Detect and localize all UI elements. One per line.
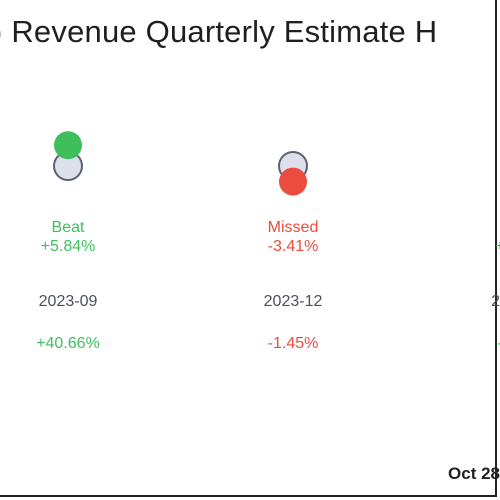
actual-point	[279, 167, 307, 196]
actual-markers	[54, 131, 307, 196]
change-label: -	[497, 335, 500, 352]
result-label: Beat	[52, 219, 85, 236]
labels: Beat +5.84% 2023-09 +40.66% Missed -3.41% 2023…	[36, 219, 500, 352]
surprise-label: +	[495, 238, 500, 255]
change-label: -1.45%	[268, 335, 319, 352]
footer-date: Oct 28	[448, 464, 500, 483]
surprise-label: -3.41%	[268, 238, 319, 255]
tick-label: 2023-09	[39, 293, 98, 310]
estimate-markers	[53, 151, 308, 181]
surprise-label: +5.84%	[41, 238, 96, 255]
chart-title: ) Revenue Quarterly Estimate H	[0, 14, 438, 49]
change-label: +40.66%	[36, 335, 100, 352]
actual-point	[54, 131, 82, 160]
tick-label: 2023-12	[264, 293, 323, 310]
tick-label: 20	[491, 293, 500, 310]
result-label: Missed	[268, 219, 319, 236]
